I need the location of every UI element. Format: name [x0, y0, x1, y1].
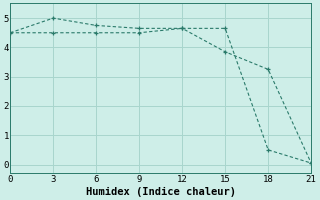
X-axis label: Humidex (Indice chaleur): Humidex (Indice chaleur) [86, 186, 236, 197]
